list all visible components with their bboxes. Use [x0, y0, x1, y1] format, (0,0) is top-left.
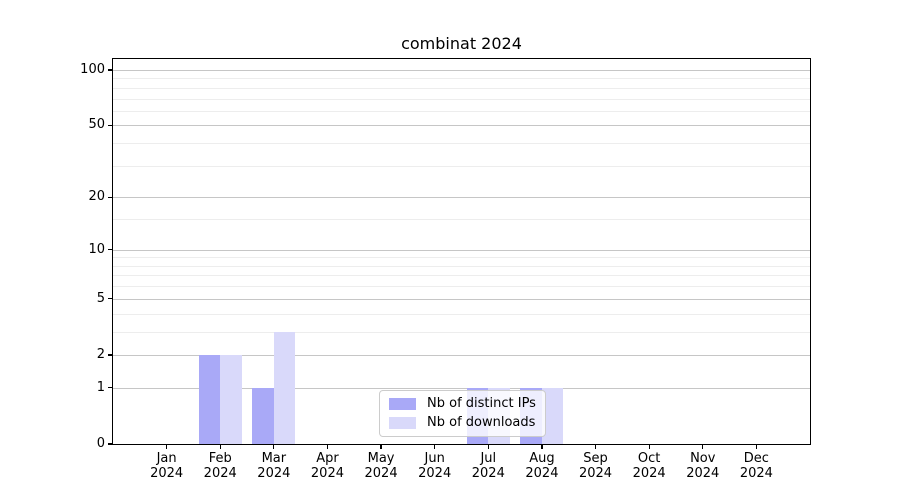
x-tick-mark: [273, 445, 275, 449]
x-tick-label: Mar 2024: [244, 451, 304, 481]
x-tick-month: Jun: [424, 451, 445, 466]
x-tick-year: 2024: [418, 466, 452, 481]
minor-gridline: [113, 331, 810, 333]
x-tick-label: Aug 2024: [512, 451, 572, 481]
x-tick-year: 2024: [364, 466, 398, 481]
y-tick-mark: [108, 387, 112, 389]
major-gridline: [113, 387, 810, 389]
x-tick-year: 2024: [257, 466, 291, 481]
x-tick-year: 2024: [578, 466, 613, 481]
x-tick-month: May: [367, 451, 395, 466]
x-tick-label: Nov 2024: [673, 451, 733, 481]
minor-gridline: [113, 257, 810, 259]
major-gridline: [113, 197, 810, 199]
x-tick-month: Dec: [743, 451, 769, 466]
bar-feb-downloads: [220, 354, 242, 444]
legend: Nb of distinct IPs Nb of downloads: [379, 390, 546, 437]
x-tick-label: Jun 2024: [405, 451, 465, 481]
x-tick-year: 2024: [686, 466, 720, 481]
x-tick-month: Nov: [690, 451, 716, 466]
x-tick-month: Mar: [261, 451, 287, 466]
x-tick-year: 2024: [632, 466, 666, 481]
minor-gridline: [113, 313, 810, 315]
x-tick-label: May 2024: [351, 451, 411, 481]
x-tick-month: Oct: [637, 451, 661, 466]
x-tick-label: Feb 2024: [190, 451, 250, 481]
major-gridline: [113, 125, 810, 127]
y-tick-label: 1: [96, 379, 105, 395]
x-tick-month: Feb: [208, 451, 232, 466]
minor-gridline: [113, 165, 810, 167]
x-tick-month: Apr: [316, 451, 339, 466]
legend-entry: Nb of downloads: [389, 416, 536, 430]
minor-gridline: [113, 275, 810, 277]
x-tick-year: 2024: [471, 466, 505, 481]
x-tick-mark: [541, 445, 543, 449]
x-tick-mark: [326, 445, 329, 449]
bar-aug-downloads: [541, 387, 564, 444]
x-tick-label: Jul 2024: [458, 451, 518, 481]
y-tick-label: 20: [88, 189, 105, 205]
legend-swatch: [389, 417, 416, 429]
legend-swatch: [389, 398, 416, 410]
major-gridline: [113, 249, 810, 251]
x-tick-mark: [219, 445, 221, 449]
major-gridline: [113, 354, 810, 356]
minor-gridline: [113, 98, 810, 100]
y-tick-mark: [108, 69, 112, 71]
minor-gridline: [113, 265, 810, 267]
y-tick-mark: [108, 124, 112, 126]
bar-mar-ips: [252, 387, 274, 444]
y-tick-label: 5: [96, 290, 105, 306]
minor-gridline: [113, 286, 810, 288]
y-tick-label: 0: [96, 436, 105, 451]
x-tick-mark: [434, 445, 436, 449]
bar-feb-ips: [198, 354, 221, 444]
x-tick-month: Jul: [480, 451, 497, 466]
x-tick-mark: [166, 445, 168, 449]
x-tick-year: 2024: [310, 466, 344, 481]
legend-entry: Nb of distinct IPs: [389, 397, 536, 411]
y-tick-mark: [108, 298, 112, 300]
major-gridline: [113, 298, 810, 300]
x-tick-year: 2024: [739, 466, 773, 481]
x-tick-mark: [380, 445, 382, 449]
x-tick-label: Sep 2024: [566, 451, 626, 481]
x-tick-mark: [755, 445, 757, 449]
x-tick-label: Oct 2024: [619, 451, 679, 481]
minor-gridline: [113, 110, 810, 112]
minor-gridline: [113, 87, 810, 89]
minor-gridline: [113, 78, 810, 80]
y-tick-label: 50: [88, 117, 105, 133]
x-tick-month: Aug: [529, 451, 555, 466]
x-tick-month: Jan: [156, 451, 177, 466]
y-tick-label: 2: [96, 346, 105, 362]
minor-gridline: [113, 219, 810, 221]
major-gridline: [113, 70, 810, 71]
x-tick-year: 2024: [525, 466, 559, 481]
y-tick-mark: [108, 249, 112, 251]
x-tick-label: Dec 2024: [726, 451, 786, 481]
plot-area: Nb of distinct IPs Nb of downloads: [112, 58, 811, 445]
chart-title: combinat 2024: [401, 34, 522, 53]
x-tick-mark: [702, 445, 704, 449]
x-tick-month: Sep: [583, 451, 608, 466]
x-tick-mark: [487, 445, 489, 449]
x-tick-year: 2024: [203, 466, 237, 481]
bar-mar-downloads: [273, 331, 296, 444]
x-tick-label: Jan 2024: [137, 451, 197, 481]
x-tick-mark: [594, 445, 597, 449]
x-tick-mark: [648, 445, 650, 449]
y-tick-mark: [108, 443, 112, 445]
minor-gridline: [113, 143, 810, 145]
legend-label: Nb of downloads: [427, 415, 536, 430]
y-tick-label: 10: [88, 241, 105, 257]
y-tick-label: 100: [80, 62, 105, 77]
y-tick-mark: [108, 354, 112, 356]
y-tick-mark: [108, 196, 112, 198]
x-tick-label: Apr 2024: [297, 451, 357, 481]
x-tick-year: 2024: [150, 466, 184, 481]
legend-label: Nb of distinct IPs: [427, 396, 536, 411]
